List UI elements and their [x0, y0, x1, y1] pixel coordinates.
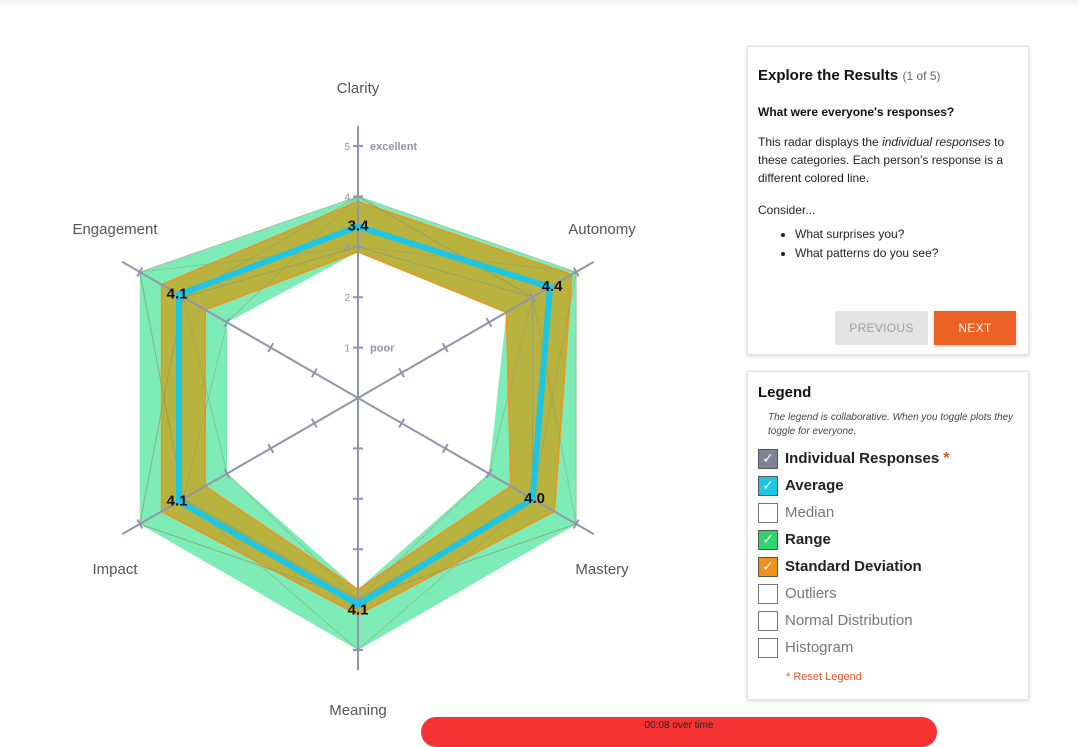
radar-chart: 1 poor 2 3 4 5 excellent Clarity Autonomy Master… [72, 80, 636, 719]
axis-tick [529, 292, 536, 303]
tick-label: 5 [344, 142, 350, 153]
axis-label-autonomy: Autonomy [568, 221, 636, 238]
legend-item-normal-distribution[interactable]: Normal Distribution [758, 607, 1018, 634]
tick-label: 3 [344, 243, 350, 254]
axis-label-impact: Impact [92, 561, 138, 578]
axis-tick [223, 317, 231, 328]
axis-line [357, 397, 595, 535]
axis-tick [267, 443, 275, 454]
legend-item-label: Range [785, 531, 831, 548]
checkbox[interactable]: ✓ [758, 556, 778, 577]
axis-tick [223, 468, 231, 479]
tick-label: 4 [344, 192, 350, 203]
legend-item-label: Individual Responses [785, 450, 940, 467]
explore-title: Explore the Results [758, 67, 899, 84]
tick-word-label: poor [370, 343, 395, 355]
average-data-label: 4.0 [524, 490, 545, 507]
explore-body: This radar displays the individual respo… [758, 135, 1005, 185]
list-item: What patterns do you see? [795, 244, 1018, 263]
timer-text: 00:08 over time [644, 720, 714, 731]
checkbox[interactable] [758, 502, 778, 523]
legend-item-label: Histogram [785, 639, 854, 656]
checkbox[interactable] [758, 637, 778, 658]
tick-label: 1 [344, 344, 350, 355]
labels-layer: Clarity Autonomy Mastery Meaning Impact Engag… [72, 80, 636, 719]
legend-item-outliers[interactable]: Outliers [758, 580, 1018, 607]
legend-title: Legend [758, 384, 812, 401]
average-data-label: 3.4 [348, 218, 370, 235]
reset-legend-link[interactable]: * Reset Legend [786, 671, 862, 683]
average-line [176, 223, 554, 609]
checkbox[interactable]: ✓ [758, 529, 778, 550]
checkbox[interactable]: ✓ [758, 475, 778, 496]
axis-label-mastery: Mastery [575, 561, 629, 578]
legend-item-individual-responses[interactable]: ✓ Individual Responses * [758, 445, 1018, 472]
legend-panel: Legend The legend is collaborative. When… [747, 371, 1029, 700]
axis-tick [136, 519, 144, 529]
average-layer [176, 223, 554, 609]
explore-question: What were everyone's responses? [758, 105, 955, 119]
axis-tick [441, 443, 449, 454]
average-data-label: 4.1 [167, 286, 188, 303]
required-marker: * [943, 449, 950, 467]
axis-label-engagement: Engagement [72, 221, 158, 238]
legend-item-standard-deviation[interactable]: ✓ Standard Deviation [758, 553, 1018, 580]
axis-line [121, 261, 359, 399]
legend-item-median[interactable]: Median [758, 499, 1018, 526]
axis-line [121, 397, 359, 535]
explore-title-row: Explore the Results (1 of 5) [758, 67, 1018, 85]
legend-note: The legend is collaborative. When you to… [768, 412, 1014, 437]
axis-tick [485, 468, 493, 479]
explore-bullets: What surprises you? What patterns do you… [758, 225, 1018, 263]
checkbox[interactable] [758, 610, 778, 631]
axis-line [357, 261, 595, 399]
average-data-label: 4.4 [542, 278, 564, 295]
axis-label-meaning: Meaning [329, 702, 387, 719]
top-bar [0, 0, 1078, 8]
checkmark-icon: ✓ [762, 558, 774, 574]
checkmark-icon: ✓ [762, 477, 774, 493]
average-data-label: 4.1 [348, 602, 369, 619]
legend-item-label: Outliers [785, 585, 837, 602]
axis-label-clarity: Clarity [337, 80, 380, 97]
over-time-banner: 00:08 over time [421, 717, 937, 747]
legend-item-label: Median [785, 504, 835, 521]
explore-consider: Consider... [758, 203, 816, 217]
legend-item-histogram[interactable]: Histogram [758, 634, 1018, 661]
list-item: What surprises you? [795, 225, 1018, 244]
axis-tick [572, 267, 580, 277]
previous-button[interactable]: PREVIOUS [835, 311, 928, 345]
tick-label: 2 [344, 293, 350, 304]
axis-tick [310, 418, 318, 429]
axis-tick [136, 267, 144, 277]
axes-layer: 1 poor 2 3 4 5 excellent [121, 125, 595, 671]
axis-tick [441, 342, 449, 353]
checkbox[interactable] [758, 583, 778, 604]
axis-tick [485, 317, 493, 328]
checkbox[interactable]: ✓ [758, 448, 778, 469]
tick-word-label: excellent [370, 141, 417, 153]
legend-item-label: Standard Deviation [785, 558, 922, 575]
legend-list: ✓ Individual Responses * ✓ Average Median ✓ Ran… [758, 445, 1018, 661]
checkmark-icon: ✓ [762, 531, 774, 547]
explore-results-panel: Explore the Results (1 of 5) What were e… [747, 46, 1029, 355]
legend-item-range[interactable]: ✓ Range [758, 526, 1018, 553]
explore-nav: PREVIOUS NEXT [835, 311, 1016, 345]
axis-tick [310, 367, 318, 378]
explore-count: (1 of 5) [902, 69, 941, 83]
checkmark-icon: ✓ [762, 450, 774, 466]
legend-item-label: Average [785, 477, 844, 494]
axis-tick [398, 418, 406, 429]
legend-item-label: Normal Distribution [785, 612, 913, 629]
next-button[interactable]: NEXT [934, 311, 1016, 345]
axis-tick [572, 519, 580, 529]
axis-tick [398, 367, 406, 378]
legend-item-average[interactable]: ✓ Average [758, 472, 1018, 499]
average-data-label: 4.1 [167, 492, 188, 509]
axis-tick [267, 342, 275, 353]
